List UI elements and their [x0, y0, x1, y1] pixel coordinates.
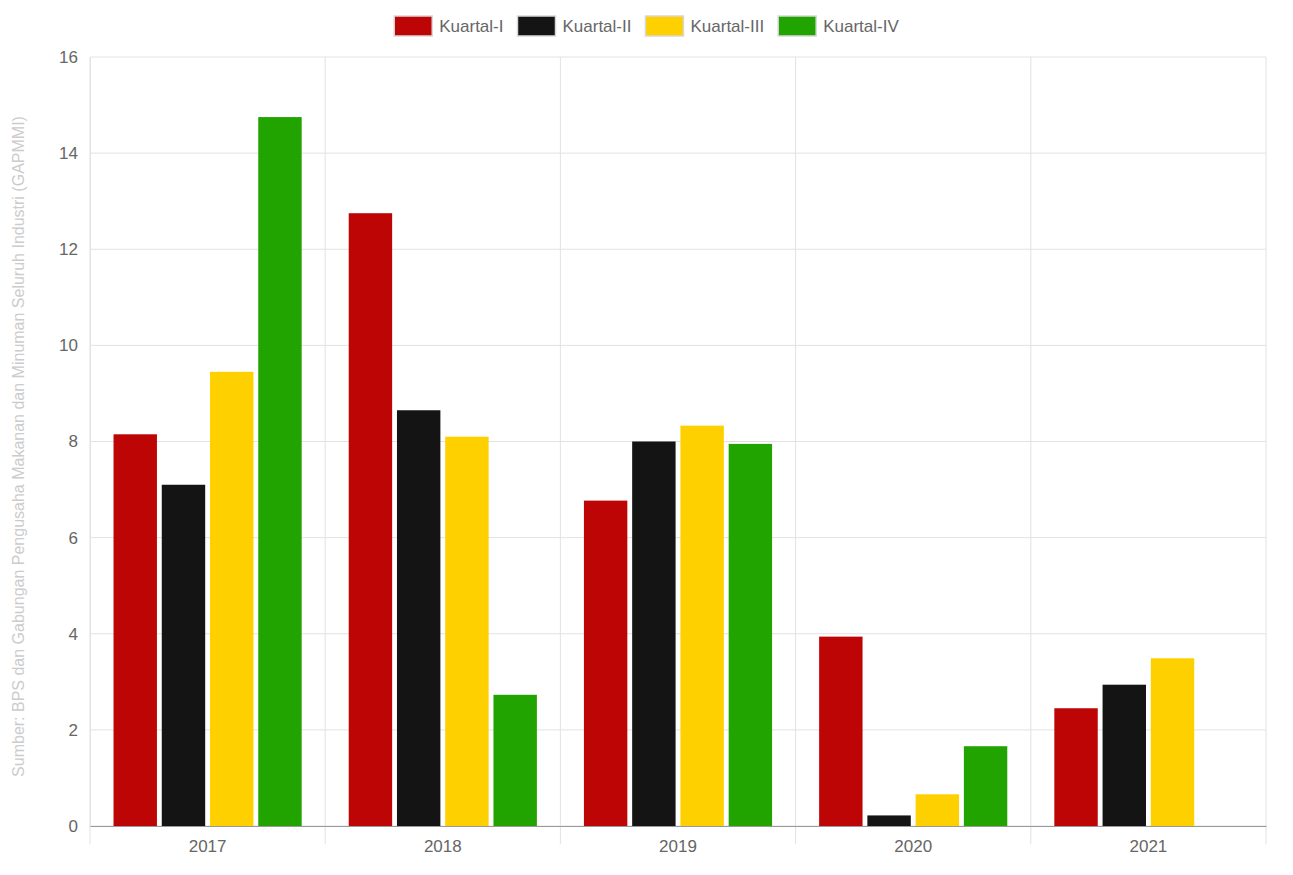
legend: Kuartal-I Kuartal-II Kuartal-III Kuartal-IV [394, 16, 899, 36]
legend-label: Kuartal-I [439, 17, 503, 36]
y-tick: 14 [59, 144, 90, 163]
x-tick-label: 2021 [1129, 837, 1167, 856]
bar [916, 794, 959, 826]
plot: 0 2 4 6 8 10 12 14 16 2017 2018 2019 2020 2021 [59, 48, 1266, 856]
y-tick: 16 [59, 48, 90, 67]
category-separator [1266, 57, 1267, 844]
y-tick-label: 14 [59, 144, 78, 163]
bar [210, 372, 253, 826]
y-tick: 2 [69, 721, 90, 740]
legend-swatch [778, 16, 816, 36]
category-separator [560, 57, 561, 844]
legend-item[interactable]: Kuartal-III [645, 16, 764, 36]
y-tick: 0 [69, 817, 90, 836]
source-note: Sumber: BPS dan Gabungan Pengusaha Makan… [10, 116, 27, 777]
x-tick-label: 2018 [424, 837, 462, 856]
category-separator [325, 57, 326, 844]
bar [493, 695, 536, 826]
bars [114, 117, 1195, 826]
category-separator [1030, 57, 1031, 844]
legend-item[interactable]: Kuartal-I [394, 16, 503, 36]
y-tick-label: 4 [69, 625, 78, 644]
bar [445, 437, 488, 826]
bar [632, 442, 675, 827]
grid [90, 57, 1266, 844]
bar [819, 637, 862, 826]
legend-label: Kuartal-III [690, 17, 764, 36]
bar [680, 426, 723, 826]
x-tick: 2019 [659, 826, 697, 856]
bar [258, 117, 301, 826]
x-axis: 2017 2018 2019 2020 2021 [91, 826, 1267, 856]
x-tick-label: 2017 [189, 837, 227, 856]
x-tick: 2018 [424, 826, 462, 856]
legend-item[interactable]: Kuartal-IV [778, 16, 899, 36]
bar [397, 410, 440, 826]
bar [1103, 685, 1146, 826]
y-tick-label: 8 [69, 432, 78, 451]
category-separator [795, 57, 796, 844]
bar [729, 444, 772, 826]
grid-line [90, 57, 1266, 58]
y-tick-label: 12 [59, 240, 78, 259]
legend-label: Kuartal-IV [823, 17, 899, 36]
y-tick-label: 2 [69, 721, 78, 740]
x-tick-label: 2020 [894, 837, 932, 856]
y-axis: 0 2 4 6 8 10 12 14 16 [59, 48, 90, 836]
y-tick: 12 [59, 240, 90, 259]
bar [964, 746, 1007, 826]
y-tick-label: 16 [59, 48, 78, 67]
legend-swatch [394, 16, 432, 36]
y-axis-line [90, 58, 91, 827]
y-tick-label: 0 [69, 817, 78, 836]
y-tick: 4 [69, 625, 90, 644]
legend-label: Kuartal-II [562, 17, 631, 36]
category-separator [90, 57, 91, 844]
x-tick: 2020 [894, 826, 932, 856]
chart: 0 2 4 6 8 10 12 14 16 2017 2018 2019 2020 2021 Kuartal… [0, 0, 1293, 875]
y-tick-label: 6 [69, 529, 78, 548]
x-axis-line [91, 826, 1267, 827]
y-tick: 6 [69, 529, 90, 548]
legend-item[interactable]: Kuartal-II [517, 16, 631, 36]
bar [349, 213, 392, 826]
bar [867, 815, 910, 826]
y-tick-label: 10 [59, 336, 78, 355]
y-tick: 10 [59, 336, 90, 355]
legend-swatch [517, 16, 555, 36]
y-tick: 8 [69, 432, 90, 451]
bar [162, 485, 205, 826]
bar [584, 501, 627, 826]
bar [1054, 708, 1097, 826]
x-tick-label: 2019 [659, 837, 697, 856]
bar [1151, 658, 1194, 826]
x-tick: 2017 [189, 826, 227, 856]
x-tick: 2021 [1129, 826, 1167, 856]
bar [114, 434, 157, 826]
legend-swatch [645, 16, 683, 36]
